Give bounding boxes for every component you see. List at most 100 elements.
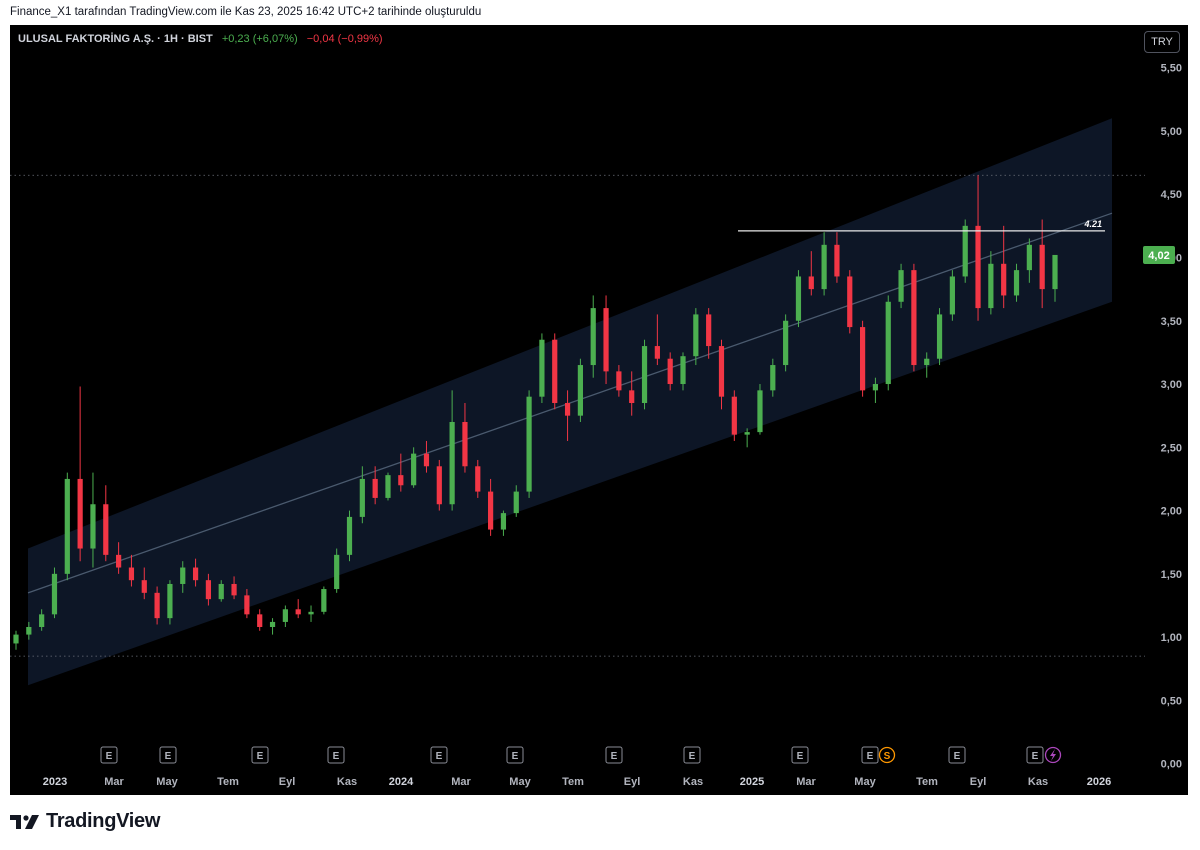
candle-body <box>269 621 276 627</box>
earnings-e-label: E <box>165 751 172 762</box>
candle-body <box>808 276 814 290</box>
x-tick-label: 2024 <box>389 776 414 788</box>
candle-body <box>988 263 994 309</box>
last-price-label: 4,02 <box>1148 250 1169 262</box>
candle-body <box>680 356 686 385</box>
symbol-title: ULUSAL FAKTORİNG A.Ş. · 1H · BIST <box>18 33 213 45</box>
x-tick-label: Kas <box>1028 776 1048 788</box>
earnings-e-icon <box>506 746 524 764</box>
candlestick-chart[interactable]: 4.210,000,501,001,502,002,503,003,504,00… <box>10 25 1188 795</box>
x-tick-label: Kas <box>337 776 357 788</box>
candle-body <box>295 609 301 615</box>
candle-body <box>244 595 250 615</box>
candle-body <box>706 314 712 347</box>
x-tick-label: 2023 <box>43 776 67 788</box>
candle-body <box>128 567 135 581</box>
dividend-s-icon <box>878 746 896 764</box>
earnings-e-icon <box>1026 746 1044 764</box>
x-tick-label: Kas <box>683 776 703 788</box>
symbol-legend: ULUSAL FAKTORİNG A.Ş. · 1H · BIST +0,23 … <box>18 33 383 45</box>
candle-body <box>205 580 212 600</box>
candle-body <box>90 504 96 549</box>
candle-body <box>757 390 763 433</box>
change-down: −0,04 (−0,99%) <box>306 33 383 45</box>
change-up: +0,23 (+6,07%) <box>221 33 298 45</box>
candle-body <box>359 478 365 517</box>
earnings-e-icon <box>605 746 623 764</box>
candle-body <box>936 314 943 359</box>
x-tick-label: 2026 <box>1087 776 1111 788</box>
candle-body <box>834 244 840 277</box>
candle-body <box>564 403 571 416</box>
candle-body <box>64 478 70 574</box>
y-tick-label: 0,00 <box>1161 759 1182 771</box>
earnings-e-label: E <box>257 751 264 762</box>
candle-body <box>539 339 545 397</box>
brand-name: TradingView <box>46 810 161 832</box>
candle-body <box>218 583 224 600</box>
candle-body <box>872 384 879 391</box>
candle-body <box>885 301 891 385</box>
x-tick-label: May <box>509 776 531 788</box>
candle-body <box>475 466 481 492</box>
earnings-e-icon <box>430 746 448 764</box>
candle-body <box>949 276 955 315</box>
candle-body <box>436 466 442 505</box>
y-tick-label: 2,50 <box>1161 442 1182 454</box>
candle-body <box>1039 244 1045 290</box>
earnings-e-icon <box>948 746 966 764</box>
earnings-e-icon <box>683 746 701 764</box>
candle-body <box>308 611 314 615</box>
candle-body <box>39 614 45 627</box>
candle-body <box>231 583 237 596</box>
candle-body <box>513 491 519 514</box>
candle-body <box>1026 244 1032 271</box>
candle-body <box>590 308 596 366</box>
x-tick-label: Tem <box>217 776 239 788</box>
candle-body <box>629 390 635 404</box>
chart-frame[interactable]: 4.210,000,501,001,502,002,503,003,504,00… <box>10 25 1188 795</box>
y-tick-label: 3,50 <box>1161 316 1182 328</box>
earnings-e-icon <box>861 746 879 764</box>
earnings-e-icon <box>100 746 118 764</box>
x-tick-label: May <box>854 776 876 788</box>
y-tick-label: 5,50 <box>1161 63 1182 75</box>
candle-body <box>526 396 532 492</box>
y-tick-label: 1,00 <box>1161 632 1182 644</box>
candle-body <box>616 371 622 391</box>
candle-body <box>641 346 648 404</box>
candle-body <box>898 270 904 302</box>
candle-body <box>500 513 507 530</box>
candle-body <box>398 475 404 486</box>
candle-body <box>693 314 699 357</box>
candle-body <box>821 244 827 290</box>
split-bolt-glyph <box>1050 749 1056 761</box>
currency-button[interactable]: TRY <box>1144 31 1180 53</box>
y-tick-label: 0,50 <box>1161 695 1182 707</box>
earnings-e-label: E <box>797 751 804 762</box>
tradingview-logo-icon <box>10 814 39 829</box>
candle-body <box>654 346 660 359</box>
x-tick-label: Eyl <box>279 776 296 788</box>
x-tick-label: 2025 <box>740 776 764 788</box>
candle-body <box>962 225 968 277</box>
x-tick-label: Eyl <box>624 776 641 788</box>
y-tick-label: 3,00 <box>1161 379 1182 391</box>
x-tick-label: Eyl <box>970 776 987 788</box>
candle-body <box>26 627 32 635</box>
candle-body <box>731 396 737 435</box>
y-tick-label: 2,00 <box>1161 506 1182 518</box>
last-price-badge <box>1143 245 1175 264</box>
candle-body <box>77 478 83 549</box>
candle-body <box>1052 254 1058 290</box>
dividend-s-label: S <box>884 751 891 762</box>
candle-body <box>718 346 725 397</box>
candle-body <box>372 478 378 498</box>
regression-channel <box>28 118 1112 686</box>
earnings-e-icon <box>251 746 269 764</box>
candle-body <box>770 365 776 391</box>
candle-body <box>795 276 802 321</box>
candle-body <box>462 421 468 467</box>
y-tick-label: 1,50 <box>1161 569 1182 581</box>
candle-body <box>1001 263 1007 296</box>
